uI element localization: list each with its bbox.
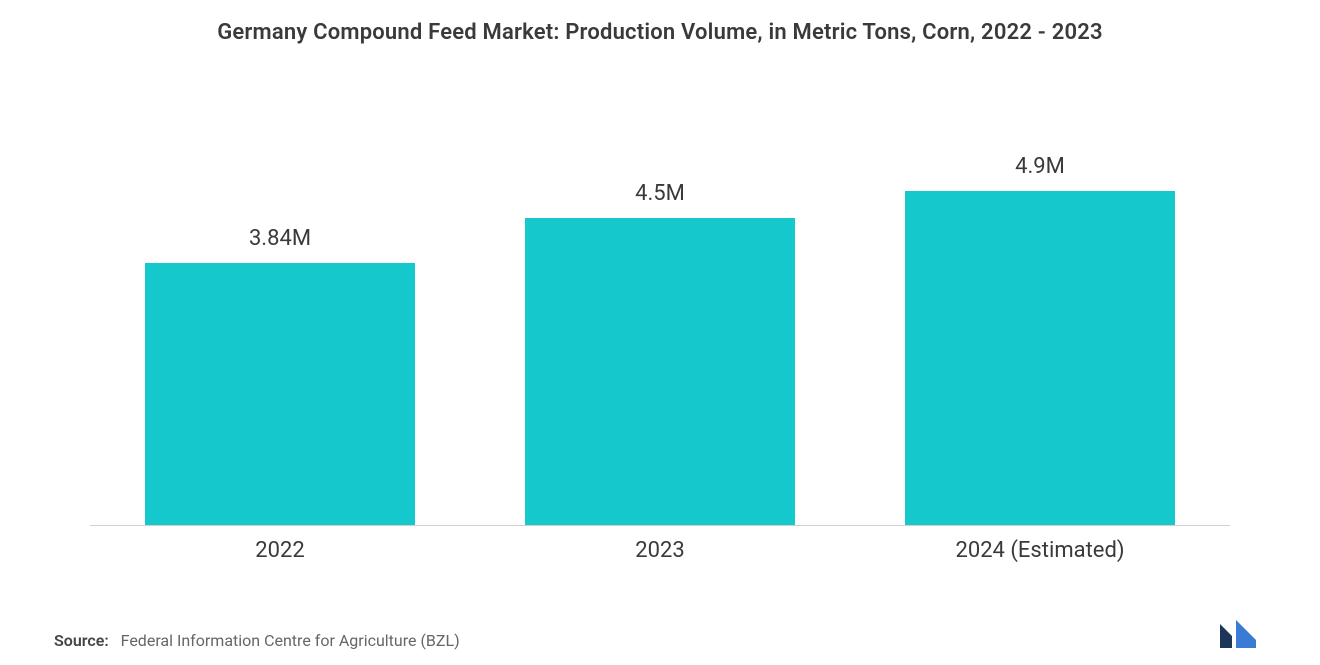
bar-value-label: 4.5M [635,181,685,206]
category-label: 2022 [130,538,430,563]
logo-right-shape [1236,620,1256,648]
chart-baseline [90,525,1230,526]
logo-left-shape [1220,624,1232,648]
bar-0 [145,263,415,526]
bar-2 [905,191,1175,526]
bar-1 [525,218,795,526]
bar-value-label: 3.84M [249,226,311,251]
category-label: 2023 [510,538,810,563]
chart-title: Germany Compound Feed Market: Production… [50,20,1270,45]
chart-container: Germany Compound Feed Market: Production… [0,0,1320,665]
source-text: Federal Information Centre for Agricultu… [121,631,460,650]
bar-value-label: 4.9M [1015,154,1065,179]
chart-plot-area: 3.84M 4.5M 4.9M [50,95,1270,526]
brand-logo-icon [1218,618,1266,650]
category-axis: 2022 2023 2024 (Estimated) [50,526,1270,563]
bar-group-1: 4.5M [510,181,810,526]
bar-group-0: 3.84M [130,226,430,526]
chart-footer: Source: Federal Information Centre for A… [50,618,1270,650]
source-citation: Source: Federal Information Centre for A… [54,631,460,650]
category-label: 2024 (Estimated) [890,538,1190,563]
bar-group-2: 4.9M [890,154,1190,526]
source-label: Source: [54,631,109,650]
